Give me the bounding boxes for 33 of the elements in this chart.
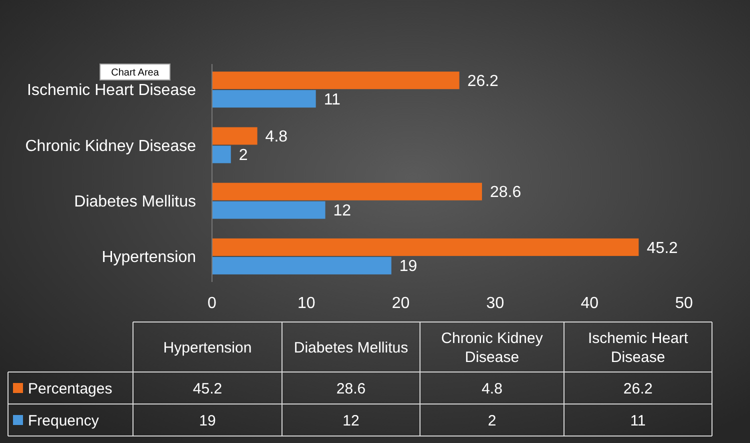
data-label: 26.2 (467, 72, 499, 90)
data-label: 28.6 (490, 184, 522, 202)
data-label: 12 (333, 202, 352, 220)
data-label: 28.6 (336, 380, 366, 398)
data-label: 11 (630, 412, 646, 430)
data-label: 12 (342, 412, 360, 430)
legend-label: Percentages (28, 380, 112, 398)
x-tick-label: 10 (298, 295, 316, 312)
category-label: Hypertension (163, 339, 252, 356)
data-label: 4.8 (482, 380, 502, 398)
data-label: 19 (399, 258, 418, 276)
category-label: Chronic Kidney Disease (441, 330, 544, 366)
x-tick-label: 40 (580, 295, 599, 312)
y-tick-label: Ischemic Heart Disease (27, 82, 196, 100)
data-label: 2 (488, 412, 496, 430)
data-label: 45.2 (646, 240, 678, 257)
x-tick-label: 20 (392, 295, 410, 312)
data-label: 11 (324, 91, 341, 108)
category-label: Diabetes Mellitus (294, 339, 408, 356)
legend-label: Frequency (28, 412, 100, 430)
y-tick-label: Chronic Kidney Disease (25, 138, 196, 155)
data-label: 19 (199, 412, 216, 430)
data-label: 2 (238, 147, 248, 164)
data-label: 26.2 (623, 380, 653, 398)
y-tick-label: Diabetes Mellitus (74, 193, 196, 210)
category-label: Ischemic Heart Disease (588, 330, 689, 366)
text: Chart Area (111, 68, 160, 78)
x-tick-label: 0 (208, 295, 217, 312)
data-label: 4.8 (265, 128, 288, 146)
x-tick-label: 50 (675, 295, 693, 312)
data-label: 45.2 (192, 380, 222, 398)
y-tick-label: Hypertension (102, 249, 196, 266)
x-tick-label: 30 (486, 295, 504, 312)
